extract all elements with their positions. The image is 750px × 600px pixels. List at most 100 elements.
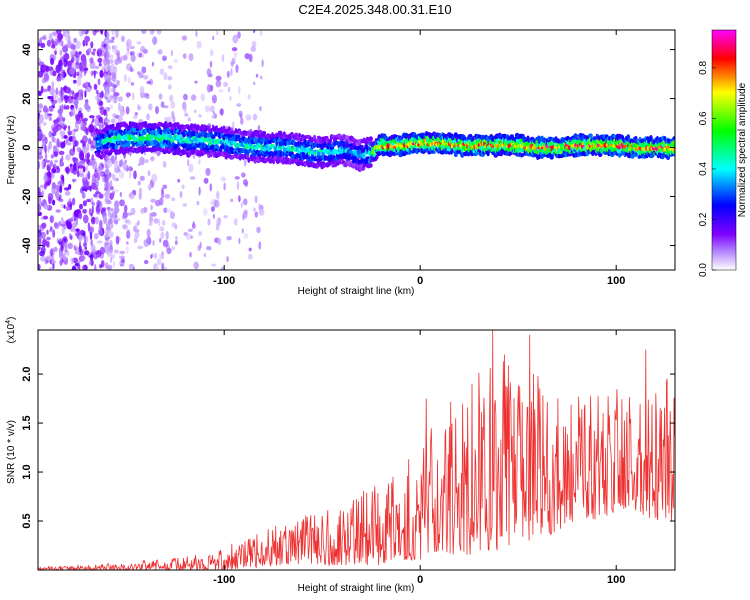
spectrogram-noise-cell	[193, 261, 199, 270]
spectrogram-noise-cell	[181, 184, 185, 190]
spectrogram-noise-cell	[109, 223, 112, 229]
spectrogram-noise-cell	[104, 40, 110, 46]
spectrogram-noise-cell	[98, 123, 102, 130]
spectrogram-noise-cell	[74, 157, 79, 164]
spectrogram-noise-cell	[215, 30, 219, 36]
spectrogram-noise-cell	[108, 59, 114, 64]
spectrogram-noise-cell	[49, 228, 53, 233]
spectrogram-band-cell	[164, 121, 168, 126]
spectrogram-noise-cell	[160, 101, 165, 108]
spectrogram-noise-cell	[162, 57, 166, 61]
spectrogram-noise-cell	[90, 140, 93, 149]
spectrogram-band-cell	[318, 139, 324, 145]
spectrogram-noise-cell	[239, 113, 243, 119]
spectrogram-noise-cell	[54, 47, 58, 52]
spectrogram-noise-cell	[162, 160, 167, 168]
spectrogram-noise-cell	[107, 51, 110, 59]
spectrogram-noise-cell	[203, 177, 209, 184]
spectrogram-noise-cell	[91, 182, 96, 190]
spectrogram-band-cell	[634, 136, 638, 140]
spectrogram-noise-cell	[99, 219, 103, 229]
spectrogram-noise-cell	[84, 250, 90, 256]
spectrogram-noise-cell	[39, 114, 44, 124]
spectrogram-noise-cell	[217, 217, 222, 225]
spectrogram-noise-cell	[82, 200, 87, 207]
spectrogram-noise-cell	[114, 152, 117, 162]
spectrogram-noise-cell	[211, 263, 217, 267]
spectrogram-noise-cell	[116, 80, 120, 86]
spectrogram-noise-cell	[129, 51, 135, 56]
spectrogram-noise-cell	[133, 225, 137, 232]
spectrogram-noise-cell	[52, 199, 56, 206]
spectrogram-noise-cell	[243, 233, 248, 239]
spectrogram-noise-cell	[50, 159, 53, 167]
spectrogram-noise-cell	[82, 264, 88, 270]
snr-x-tick-label: -100	[213, 574, 235, 586]
spectrogram-noise-cell	[43, 73, 50, 82]
spectrogram-noise-cell	[61, 104, 64, 112]
spectrogram-noise-cell	[48, 196, 52, 205]
spectrogram-noise-cell	[137, 220, 140, 226]
spectrogram-noise-cell	[188, 53, 194, 62]
spectrogram-noise-cell	[61, 155, 64, 163]
spectrogram-noise-cell	[63, 105, 69, 110]
spectrogram-noise-cell	[85, 81, 89, 90]
spectrogram-noise-cell	[52, 262, 55, 270]
spectrogram-noise-cell	[64, 96, 69, 104]
spectrogram-noise-cell	[232, 121, 235, 130]
spectrogram-band-cell	[520, 153, 525, 157]
spectrogram-noise-cell	[75, 228, 80, 232]
spectrogram-noise-cell	[88, 137, 92, 145]
spectrogram-noise-cell	[142, 75, 149, 80]
spectrogram-noise-cell	[99, 106, 105, 116]
spectrogram-noise-cell	[137, 245, 144, 250]
spectrogram-noise-cell	[84, 90, 87, 98]
spectrogram-noise-cell	[55, 87, 59, 95]
spectrogram-band-cell	[671, 140, 675, 145]
spectrogram-noise-cell	[59, 41, 64, 46]
spectrogram-noise-cell	[59, 161, 65, 167]
spectrogram-noise-cell	[150, 254, 153, 259]
spectrogram-noise-cell	[87, 185, 90, 191]
spectrogram-noise-cell	[122, 224, 128, 230]
spectrogram-noise-cell	[52, 70, 57, 77]
spectrogram-noise-cell	[139, 156, 145, 166]
spectrogram-noise-cell	[91, 205, 94, 215]
spectrogram-noise-cell	[51, 132, 57, 137]
spectrogram-noise-cell	[153, 218, 159, 224]
spectrogram-noise-cell	[106, 31, 110, 40]
spectrogram-noise-cell	[44, 259, 48, 265]
spectrogram-noise-cell	[74, 51, 81, 58]
spectrogram-noise-cell	[238, 237, 241, 245]
spectrogram-noise-cell	[80, 72, 83, 79]
spectrogram-noise-cell	[151, 212, 157, 217]
spectrogram-noise-cell	[195, 30, 198, 37]
spectrogram-noise-cell	[94, 216, 99, 225]
spectrogram-noise-cell	[71, 178, 77, 182]
snr-frame	[37, 329, 676, 571]
spectrogram-noise-cell	[40, 255, 46, 262]
spectrogram-noise-cell	[42, 237, 46, 241]
spectrogram-noise-cell	[192, 154, 196, 159]
spectrogram-noise-cell	[58, 237, 63, 242]
spectrogram-noise-cell	[194, 109, 197, 114]
spectrogram-noise-cell	[106, 91, 109, 98]
spectrogram-noise-cell	[86, 198, 91, 203]
spectrogram-noise-cell	[63, 139, 66, 148]
spectrogram-noise-cell	[58, 150, 65, 156]
snr-scale-base: (x10	[6, 323, 17, 343]
spectrogram-noise-cell	[102, 175, 105, 183]
spectrogram-noise-cell	[261, 59, 264, 68]
spectrogram-noise-cell	[169, 94, 174, 102]
spectrogram-noise-cell	[211, 94, 217, 104]
spectrogram-noise-cell	[54, 37, 60, 46]
spectrogram-noise-cell	[184, 113, 189, 117]
spectrogram-noise-cell	[108, 212, 114, 218]
spectrogram-noise-cell	[38, 103, 43, 109]
spectrogram-noise-cell	[140, 208, 145, 214]
spectrogram-noise-cell	[171, 197, 176, 202]
spectrogram-noise-cell	[212, 111, 215, 115]
spectrogram-noise-cell	[241, 172, 246, 178]
spectrogram-noise-cell	[227, 86, 231, 93]
spectrogram-noise-cell	[113, 45, 118, 49]
